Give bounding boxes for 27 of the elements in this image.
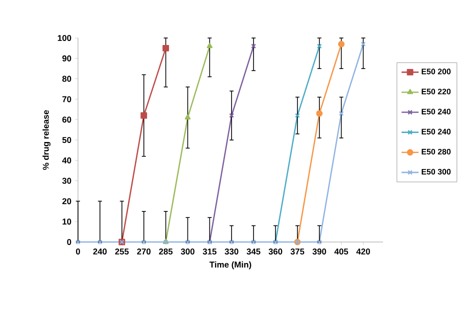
y-tick-label: 20: [62, 198, 72, 204]
x-tick-label: 345: [246, 248, 260, 255]
x-tick-label: 420: [356, 248, 370, 255]
y-tick-label: 0: [67, 239, 72, 245]
x-tick-label: 255: [115, 248, 129, 255]
x-tick-label: 375: [290, 248, 304, 255]
x-tick-label: 315: [202, 248, 216, 255]
y-tick-label: 50: [62, 137, 72, 143]
y-tick-label: 80: [62, 76, 72, 82]
x-tick-label: 285: [159, 248, 173, 255]
x-tick-label: 0: [76, 248, 80, 255]
y-tick-label: 30: [62, 178, 72, 184]
y-axis-title: % drug release: [42, 110, 51, 170]
x-tick-label: 300: [180, 248, 194, 255]
y-tick-label: 100: [58, 35, 72, 41]
y-tick-label: 60: [62, 116, 72, 123]
y-tick-label: 10: [62, 218, 72, 225]
x-axis-title: Time (Min): [210, 261, 252, 270]
x-tick-label: 405: [334, 248, 348, 255]
x-tick-label: 360: [268, 248, 282, 255]
x-tick-label: 270: [137, 248, 151, 255]
x-tick-label: 390: [312, 248, 326, 255]
y-tick-label: 90: [62, 55, 72, 62]
x-tick-label: 240: [93, 248, 107, 255]
y-tick-label: 70: [62, 96, 72, 102]
y-tick-label: 40: [62, 157, 72, 164]
x-tick-label: 330: [224, 248, 238, 255]
